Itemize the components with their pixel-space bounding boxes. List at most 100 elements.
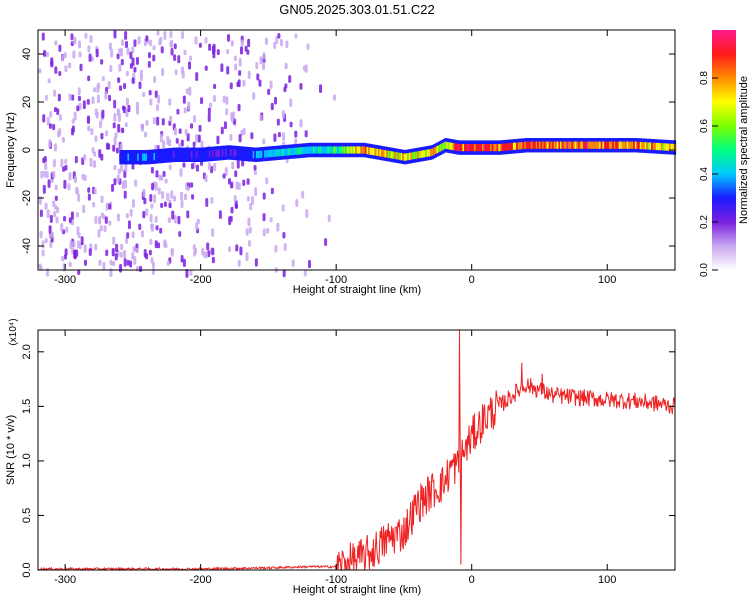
heatmap-cell xyxy=(127,104,131,113)
heatmap-cell xyxy=(181,31,185,39)
heatmap-cell xyxy=(636,141,639,149)
heatmap-cell xyxy=(148,39,152,47)
heatmap-cell xyxy=(672,143,675,152)
heatmap-cell xyxy=(274,96,278,105)
heatmap-cell xyxy=(623,141,626,149)
snr-panel: -300 -200 -100 0 100 0.00.51.01.52.0 (x10⁴) … xyxy=(5,318,676,596)
heatmap-cell xyxy=(92,201,96,208)
heatmap-cell xyxy=(104,216,108,224)
heatmap-cell xyxy=(631,141,634,149)
heatmap-cell xyxy=(87,193,91,201)
heatmap-cell xyxy=(291,259,295,267)
heatmap-cell xyxy=(242,79,246,87)
heatmap-cell xyxy=(324,238,328,246)
heatmap-cell xyxy=(231,161,235,170)
heatmap-cell xyxy=(304,146,307,154)
heatmap-cell xyxy=(154,216,158,223)
heatmap-cell xyxy=(262,61,266,71)
heatmap-cell xyxy=(139,69,143,78)
snr-y-axis-label: SNR (10 * v/v) xyxy=(5,415,17,485)
heatmap-cell xyxy=(649,142,652,150)
heatmap-cell xyxy=(155,170,159,178)
heatmap-cell xyxy=(75,186,79,195)
heatmap-cell xyxy=(251,196,255,206)
heatmap-cell xyxy=(233,149,236,157)
heatmap-cell xyxy=(255,61,259,70)
heatmap-cell xyxy=(403,153,407,161)
heatmap-cell xyxy=(145,35,149,42)
heatmap-cell xyxy=(186,210,190,219)
heatmap-cell xyxy=(558,141,561,149)
heatmap-cell xyxy=(639,141,642,150)
heatmap-cell xyxy=(88,53,92,62)
heatmap-cell xyxy=(200,97,204,105)
heatmap-cell xyxy=(233,55,237,62)
heatmap-cell xyxy=(452,143,455,151)
heatmap-cell xyxy=(662,143,665,151)
heatmap-cell xyxy=(160,46,164,54)
heatmap-cell xyxy=(460,144,464,152)
heatmap-cell xyxy=(248,240,252,247)
heatmap-cell xyxy=(116,174,120,183)
heatmap-cell xyxy=(254,187,258,197)
heatmap-cell xyxy=(105,142,109,150)
heatmap-cell xyxy=(236,81,240,88)
heatmap-cell xyxy=(180,139,184,147)
heatmap-cell xyxy=(138,81,142,89)
heatmap-cell xyxy=(124,163,128,173)
heatmap-cell xyxy=(116,213,120,222)
heatmap-cell xyxy=(245,228,249,236)
heatmap-cell xyxy=(514,142,517,150)
heatmap-cell xyxy=(73,176,77,183)
heatmap-cell xyxy=(273,133,277,142)
heatmap-cell xyxy=(425,149,428,158)
heatmap-cell xyxy=(371,147,374,156)
heatmap-cell xyxy=(182,95,186,104)
heatmap-cell xyxy=(259,56,263,65)
heatmap-cell xyxy=(52,200,56,207)
heatmap-cell xyxy=(431,148,434,156)
heatmap-cell xyxy=(77,193,81,202)
heatmap-cell xyxy=(295,199,299,208)
heatmap-cell xyxy=(308,259,312,269)
heatmap-cell xyxy=(230,206,234,214)
heatmap-cell xyxy=(333,94,337,101)
heatmap-cell xyxy=(468,144,472,152)
heatmap-cell xyxy=(239,246,243,256)
heatmap-cell xyxy=(44,162,48,170)
heatmap-cell xyxy=(94,215,98,224)
heatmap-cell xyxy=(337,146,340,154)
heatmap-cell xyxy=(62,166,66,172)
heatmap-cell xyxy=(465,144,468,152)
heatmap-cell xyxy=(257,150,260,159)
heatmap-cell xyxy=(571,141,574,149)
heatmap-cell xyxy=(259,114,263,122)
heatmap-cell xyxy=(264,150,267,158)
heatmap-cell xyxy=(185,88,189,95)
heatmap-cell xyxy=(135,153,138,161)
heatmap-cell xyxy=(163,201,167,207)
heatmap-cell xyxy=(196,218,200,225)
heatmap-cell xyxy=(576,141,579,149)
heatmap-cell xyxy=(294,33,298,39)
heatmap-cell xyxy=(566,141,569,149)
heatmap-cell xyxy=(269,217,273,223)
y-tick-label: 40 xyxy=(21,48,33,60)
heatmap-cell xyxy=(322,146,325,154)
heatmap-cell xyxy=(547,141,550,149)
heatmap-cell xyxy=(296,147,299,155)
heatmap-cell xyxy=(87,45,91,53)
heatmap-cell xyxy=(226,148,229,157)
heatmap-cell xyxy=(142,188,146,197)
heatmap-cell xyxy=(641,142,644,150)
heatmap-cell xyxy=(285,40,289,49)
heatmap-cell xyxy=(246,49,250,55)
heatmap-cell xyxy=(188,86,192,96)
heatmap-cell xyxy=(584,141,587,149)
heatmap-cell xyxy=(527,141,530,149)
heatmap-cell xyxy=(633,141,636,149)
heatmap-cell xyxy=(83,244,87,253)
heatmap-cell xyxy=(660,143,664,151)
heatmap-cell xyxy=(95,48,99,58)
heatmap-cell xyxy=(178,231,182,237)
